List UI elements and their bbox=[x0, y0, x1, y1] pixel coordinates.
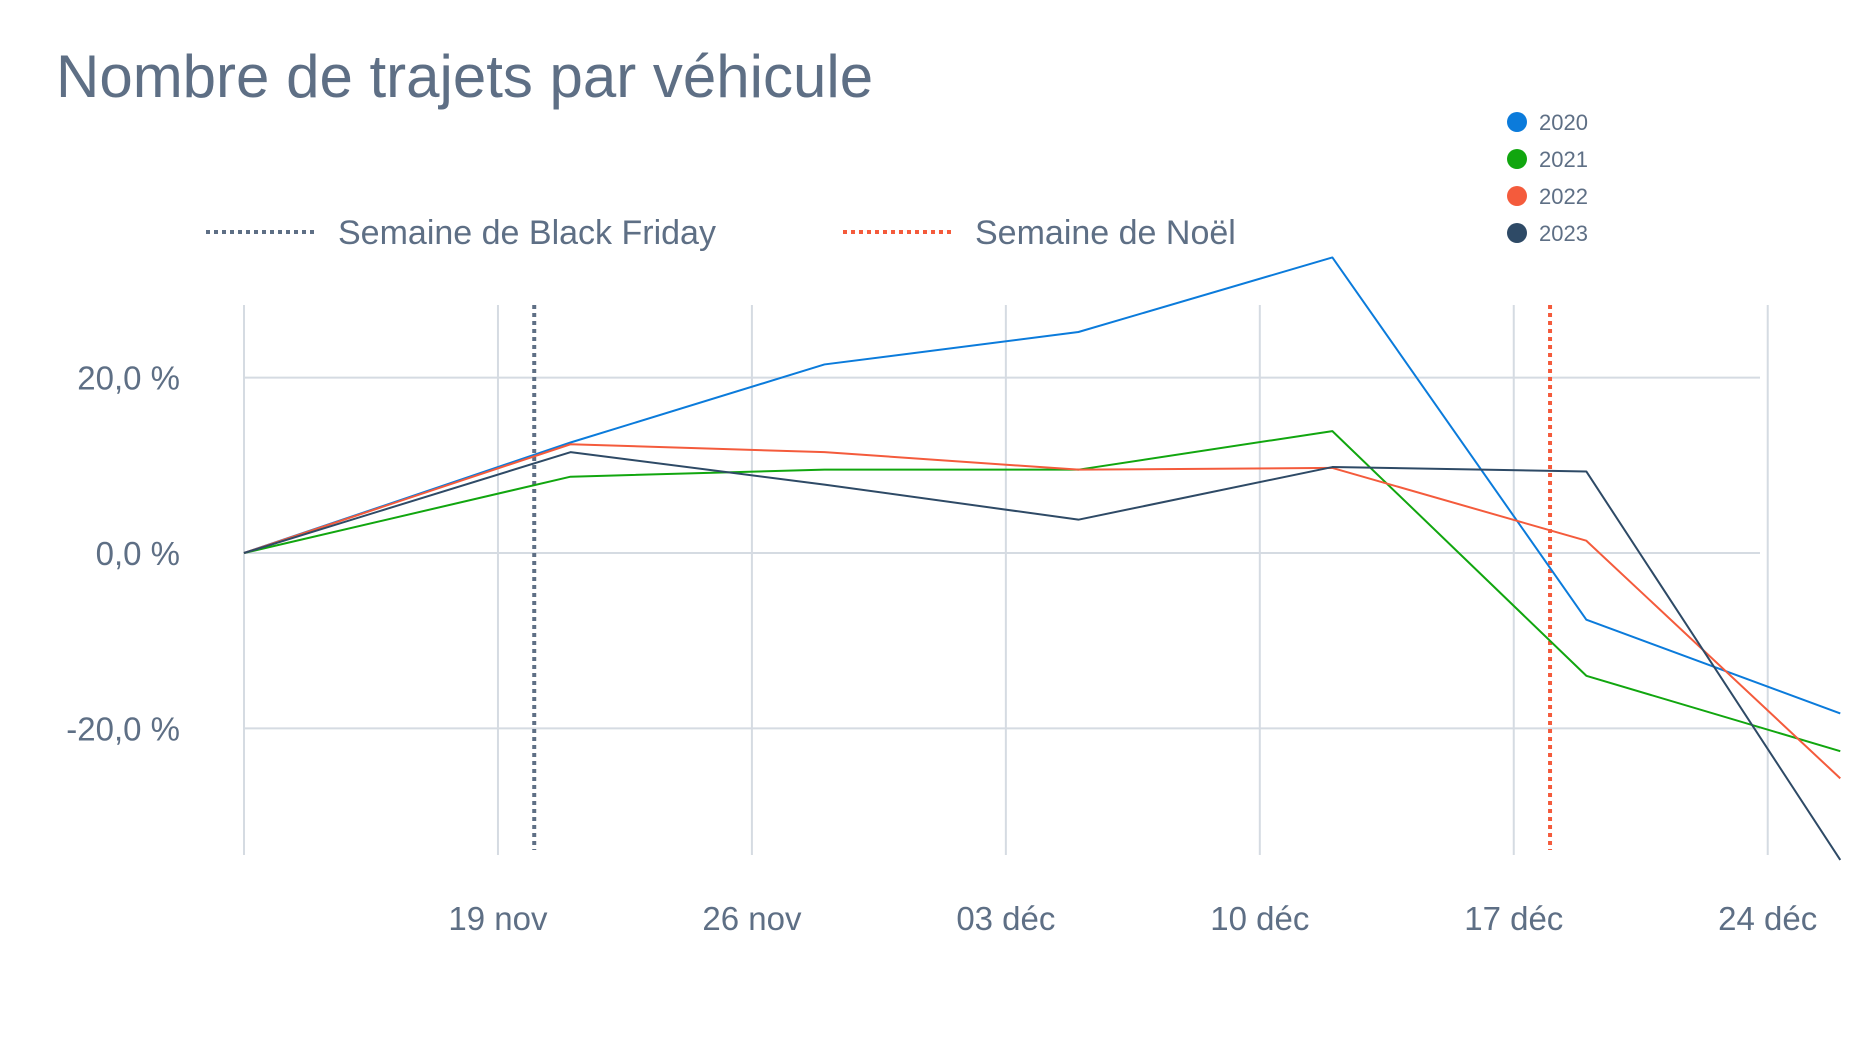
chart-title: Nombre de trajets par véhicule bbox=[56, 43, 874, 110]
y-tick-label: 0,0 % bbox=[96, 535, 180, 572]
legend-marker-2020 bbox=[1507, 112, 1527, 132]
reference-legend-label: Semaine de Noël bbox=[975, 214, 1236, 252]
x-tick-label: 10 déc bbox=[1210, 900, 1309, 937]
series-layer bbox=[243, 256, 1842, 861]
reference-lines-legend: Semaine de Black Friday Semaine de Noël bbox=[206, 214, 1236, 252]
legend-marker-2022 bbox=[1507, 186, 1527, 206]
axis-labels-layer: 20,0 % 0,0 % -20,0 % 19 nov 26 nov 03 déc 10 d… bbox=[66, 360, 1817, 937]
x-tick-label: 26 nov bbox=[702, 900, 802, 937]
y-tick-label: 20,0 % bbox=[77, 360, 180, 397]
x-tick-label: 19 nov bbox=[448, 900, 548, 937]
x-tick-label: 17 déc bbox=[1464, 900, 1563, 937]
x-tick-label: 24 déc bbox=[1718, 900, 1817, 937]
legend-label-2020: 2020 bbox=[1539, 110, 1588, 135]
y-tick-label: -20,0 % bbox=[66, 710, 180, 747]
series-line-2020 bbox=[243, 256, 1841, 715]
legend-label-2021: 2021 bbox=[1539, 147, 1588, 172]
legend-marker-2021 bbox=[1507, 149, 1527, 169]
legend-marker-2023 bbox=[1507, 223, 1527, 243]
series-line-2022 bbox=[243, 443, 1841, 780]
grid-layer bbox=[243, 305, 1769, 855]
reference-lines-layer bbox=[532, 305, 1553, 850]
reference-legend-label: Semaine de Black Friday bbox=[338, 214, 716, 252]
x-tick-label: 03 déc bbox=[956, 900, 1055, 937]
series-line-2023 bbox=[243, 451, 1842, 861]
legend-label-2022: 2022 bbox=[1539, 184, 1588, 209]
series-legend: 2020 2021 2022 2023 bbox=[1507, 110, 1588, 246]
legend-label-2023: 2023 bbox=[1539, 221, 1588, 246]
